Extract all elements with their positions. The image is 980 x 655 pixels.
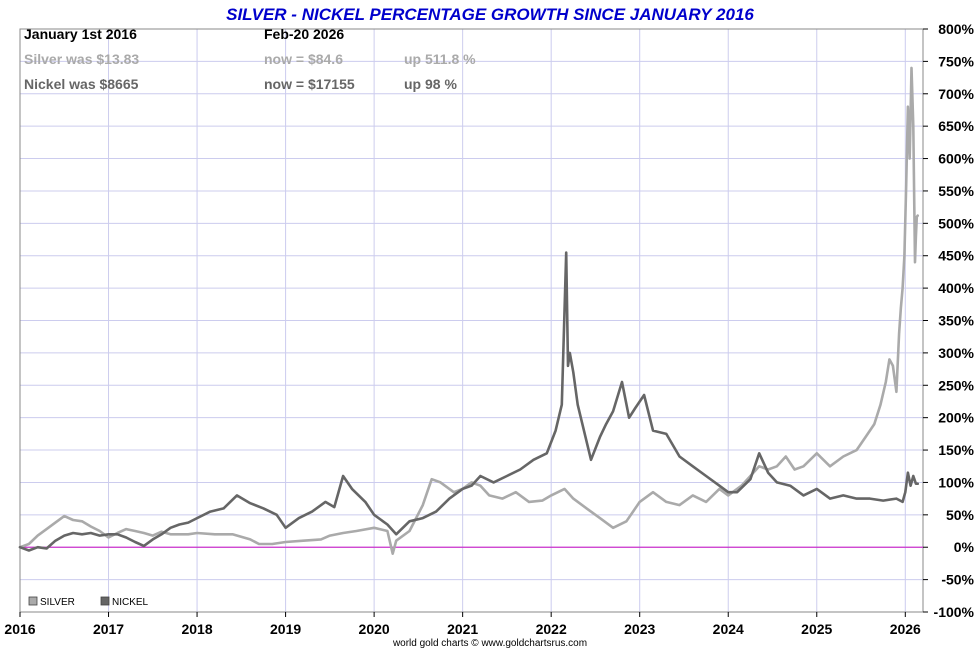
silver-current-price: now = $84.6: [264, 51, 343, 67]
legend-label-nickel: NICKEL: [112, 597, 149, 608]
silver-growth: up 511.8 %: [404, 51, 476, 67]
x-tick-label: 2021: [447, 621, 478, 637]
y-tick-label: -50%: [941, 572, 974, 588]
series-layer: [18, 66, 919, 555]
y-tick-label: 250%: [938, 377, 974, 393]
source-credit: world gold charts © www.goldchartsrus.co…: [392, 638, 587, 649]
nickel-growth: up 98 %: [404, 76, 457, 92]
y-tick-label: 500%: [938, 215, 974, 231]
y-tick-label: 350%: [938, 313, 974, 329]
nickel-current-price: now = $17155: [264, 76, 355, 92]
y-tick-label: 550%: [938, 183, 974, 199]
x-tick-label: 2022: [536, 621, 567, 637]
legend-label-silver: SILVER: [40, 597, 75, 608]
x-tick-label: 2024: [713, 621, 744, 637]
y-tick-label: -100%: [934, 604, 975, 620]
y-tick-label: 650%: [938, 118, 974, 134]
start-date-label: January 1st 2016: [24, 26, 137, 42]
y-tick-label: 50%: [946, 507, 975, 523]
x-axis-ticks: 2016 2017 2018 2019 2020 2021 2022 2023 2024 2025…: [4, 612, 921, 637]
y-tick-label: 400%: [938, 280, 974, 296]
legend-swatch-nickel: [100, 596, 110, 606]
x-tick-label: 2016: [4, 621, 35, 637]
nickel-start-price: Nickel was $8665: [24, 76, 139, 92]
x-tick-label: 2023: [624, 621, 655, 637]
legend: SILVER NICKEL: [28, 596, 149, 608]
end-date-label: Feb-20 2026: [264, 26, 344, 42]
y-tick-label: 150%: [938, 442, 974, 458]
series-line-nickel: [18, 251, 919, 552]
y-tick-label: 450%: [938, 248, 974, 264]
chart-title: SILVER - NICKEL PERCENTAGE GROWTH SINCE …: [226, 5, 754, 24]
x-tick-label: 2025: [801, 621, 832, 637]
silver-start-price: Silver was $13.83: [24, 51, 139, 67]
grid: [19, 28, 923, 613]
y-tick-label: 200%: [938, 410, 974, 426]
y-tick-label: 600%: [938, 151, 974, 167]
y-tick-label: 750%: [938, 53, 974, 69]
y-axis-ticks: -100% -50% 0% 50% 100% 150% 200% 250% 300% 350% 40…: [923, 21, 975, 620]
x-tick-label: 2018: [181, 621, 212, 637]
y-tick-label: 700%: [938, 86, 974, 102]
legend-swatch-silver: [28, 596, 38, 606]
y-tick-label: 0%: [954, 539, 975, 555]
y-tick-label: 800%: [938, 21, 974, 37]
x-tick-label: 2017: [93, 621, 124, 637]
y-tick-label: 300%: [938, 345, 974, 361]
x-tick-label: 2020: [359, 621, 390, 637]
y-tick-label: 100%: [938, 474, 974, 490]
x-tick-label: 2019: [270, 621, 301, 637]
x-tick-label: 2026: [890, 621, 921, 637]
